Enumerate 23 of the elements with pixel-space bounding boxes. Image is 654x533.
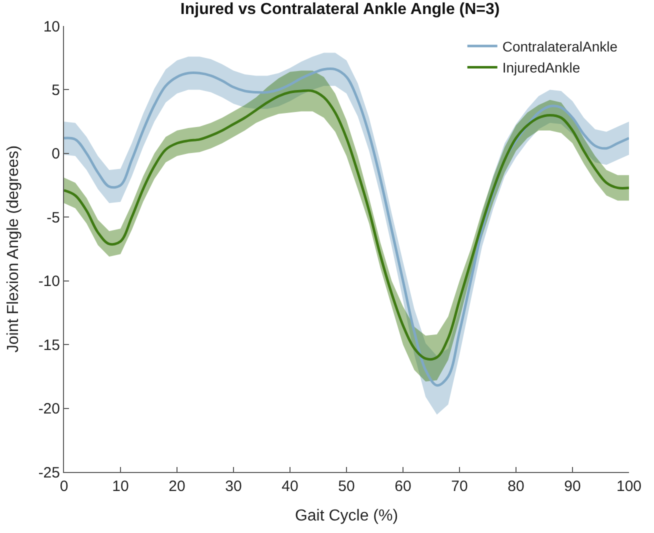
x-tick-label: 30 [225, 478, 242, 495]
y-tick-label: -20 [38, 400, 60, 418]
y-tick-label: -15 [38, 336, 60, 354]
y-tick-label: -5 [46, 209, 60, 226]
x-tick-label: 40 [282, 478, 298, 495]
x-tick-label: 60 [394, 478, 412, 495]
y-axis-title: Joint Flexion Angle (degrees) [5, 145, 22, 353]
legend-label: ContralateralAnkle [502, 38, 618, 55]
y-tick-label: 0 [52, 146, 60, 163]
y-tick-label: -10 [38, 273, 60, 290]
x-tick-label: 20 [168, 478, 186, 495]
y-tick-label: 5 [52, 82, 60, 99]
y-tick-label: 10 [43, 18, 60, 36]
x-tick-label: 50 [338, 478, 355, 495]
x-axis-title: Gait Cycle (%) [294, 508, 398, 525]
x-tick-label: 90 [564, 478, 581, 495]
x-tick-label: 70 [451, 478, 468, 495]
x-tick-label: 80 [508, 478, 524, 495]
x-tick-label: 10 [112, 478, 129, 495]
x-tick-label: 100 [616, 478, 642, 495]
chart-title: Injured vs Contralateral Ankle Angle (N=3) [180, 0, 500, 18]
y-tick-label: -25 [38, 464, 60, 482]
legend-label: InjuredAnkle [502, 60, 580, 76]
